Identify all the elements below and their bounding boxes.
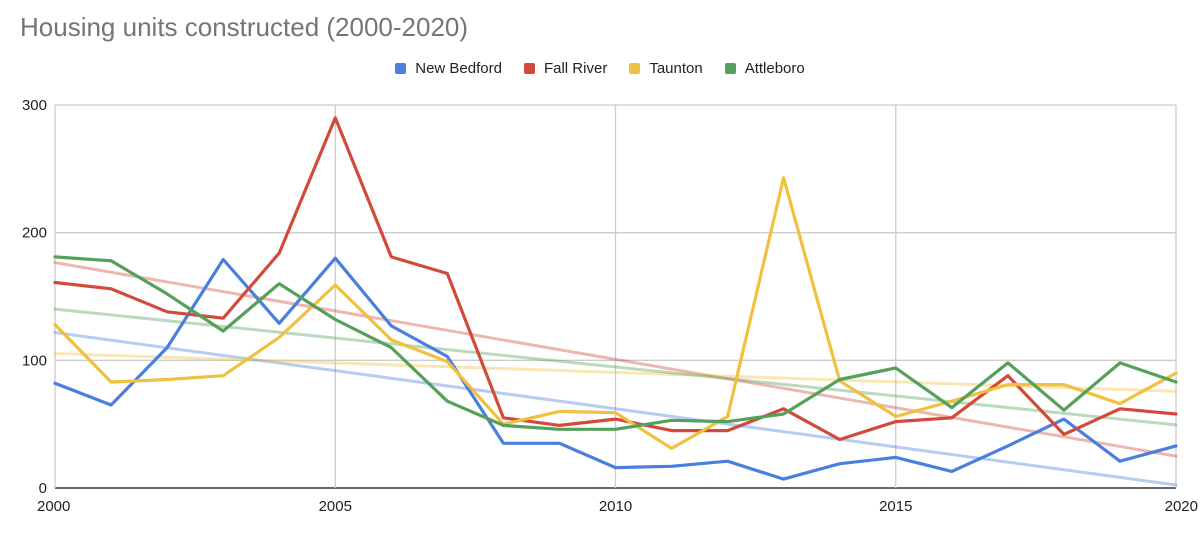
series-line bbox=[53, 176, 1178, 450]
y-tick-label: 200 bbox=[22, 225, 47, 242]
y-tick-label: 300 bbox=[22, 97, 47, 114]
x-tick-label: 2015 bbox=[879, 498, 912, 515]
legend-label: Attleboro bbox=[744, 60, 805, 77]
legend-item: Taunton bbox=[629, 60, 703, 77]
x-tick-label: 2020 bbox=[1165, 498, 1198, 515]
legend: New Bedford Fall River Taunton Attleboro bbox=[0, 60, 1200, 77]
series-line bbox=[53, 256, 1178, 481]
legend-swatch bbox=[523, 63, 535, 74]
legend-label: Taunton bbox=[649, 60, 703, 77]
legend-swatch bbox=[395, 63, 407, 74]
x-tick-label: 2005 bbox=[319, 498, 352, 515]
chart-title: Housing units constructed (2000-2020) bbox=[20, 12, 469, 42]
legend-item: New Bedford bbox=[395, 60, 502, 77]
x-tick-label: 2000 bbox=[37, 498, 70, 515]
trendline bbox=[53, 307, 1178, 427]
legend-item: Attleboro bbox=[724, 60, 805, 77]
y-tick-label: 0 bbox=[39, 480, 47, 497]
y-tick-label: 100 bbox=[22, 352, 47, 369]
series-line bbox=[53, 255, 1178, 431]
trendline bbox=[53, 351, 1178, 393]
legend-swatch bbox=[629, 63, 641, 74]
legend-label: Fall River bbox=[543, 60, 608, 77]
legend-label: New Bedford bbox=[415, 60, 502, 77]
legend-item: Fall River bbox=[523, 60, 608, 77]
trendline bbox=[53, 331, 1178, 487]
x-tick-label: 2010 bbox=[599, 498, 632, 515]
legend-swatch bbox=[724, 63, 736, 74]
